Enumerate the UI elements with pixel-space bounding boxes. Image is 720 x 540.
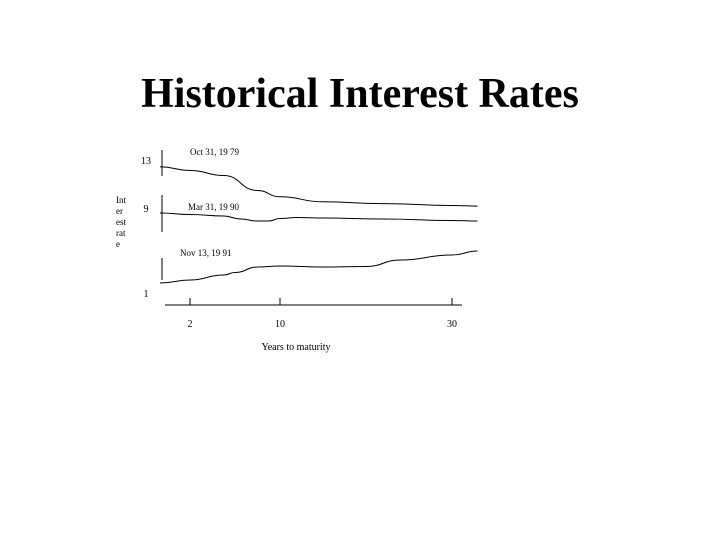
series-label-2: Mar 31, 19 90 [188,202,239,212]
y-axis-label-line: er [116,206,123,216]
chart-series [159,166,478,284]
series-label-1: Oct 31, 19 79 [190,147,239,157]
series-line-1 [159,166,478,207]
x-axis-label: Years to maturity [262,342,331,353]
y-axis-label-line: rat [116,228,126,238]
y-tick-label: 1 [144,289,149,300]
y-axis-label-line: e [116,239,120,249]
series-label-3: Nov 13, 19 91 [180,248,232,258]
y-tick-label: 13 [141,156,151,167]
series-line-2 [159,212,478,222]
x-tick-label: 2 [188,319,193,330]
y-axis-label-line: Int [116,195,126,205]
series-line-3 [159,250,478,284]
y-tick-label: 9 [144,204,149,215]
x-tick-label: 30 [447,319,457,330]
slide-title: Historical Interest Rates [141,71,579,117]
chart-ticks: 13 9 1 2 10 30 [141,156,457,330]
x-tick-label: 10 [275,319,285,330]
y-axis-label-line: est [116,217,126,227]
